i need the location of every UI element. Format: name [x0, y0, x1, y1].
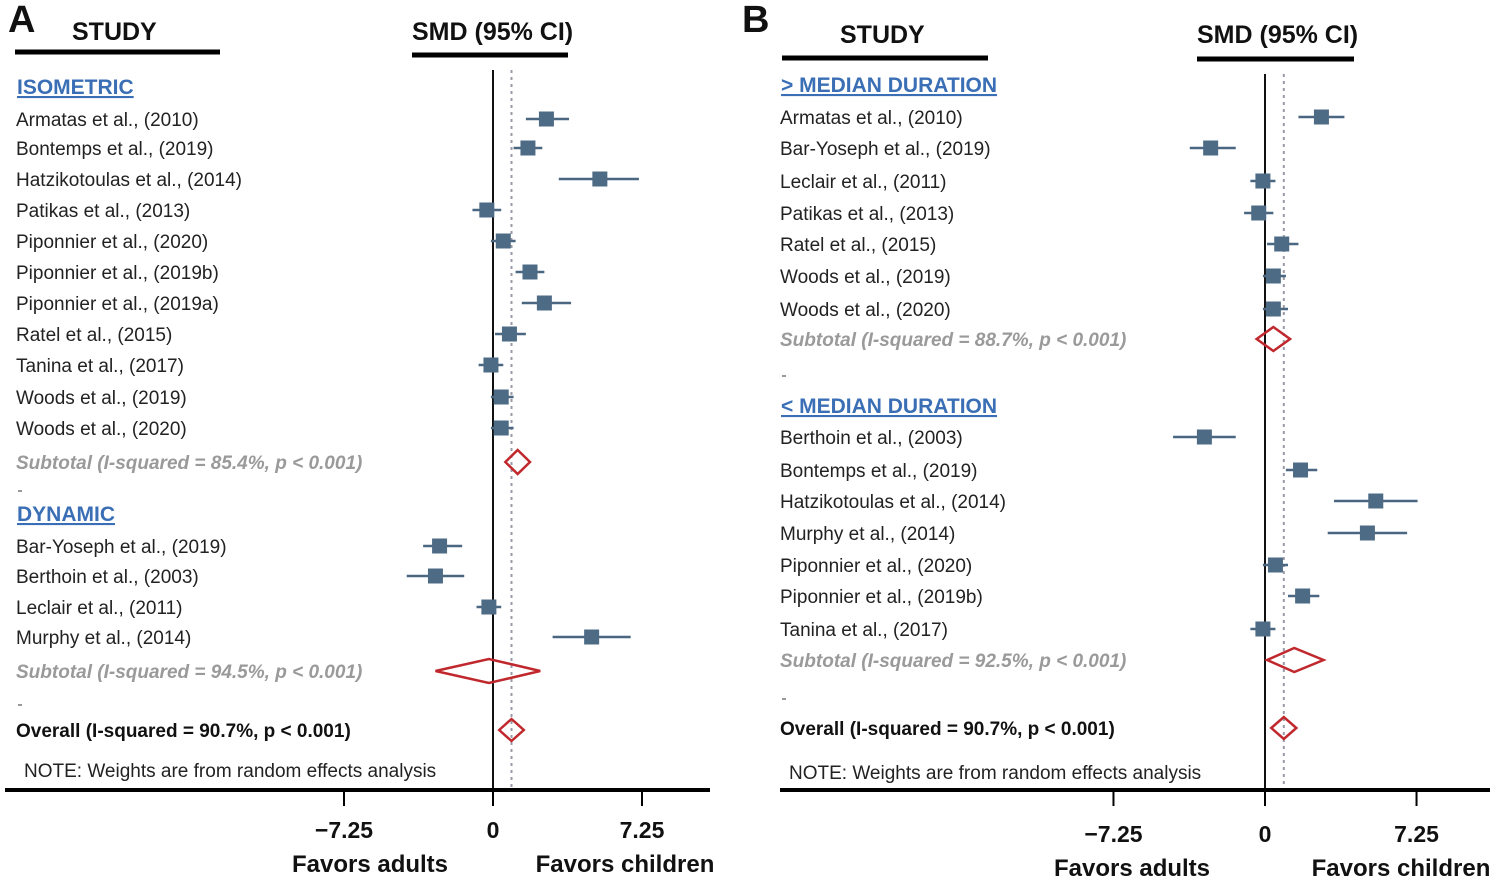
panel-b-x-tick-label: −7.25	[1084, 821, 1142, 847]
panel-b-study-label: Armatas et al., (2010)	[780, 108, 963, 129]
panel-a-study-label: Bontemps et al., (2019)	[16, 139, 214, 160]
panel-b-study-point	[1251, 205, 1267, 221]
panel-a-overall-label: Overall (I-squared = 90.7%, p < 0.001)	[16, 721, 351, 742]
panel-a-group-separator	[18, 704, 22, 706]
panel-b-study-label: Piponnier et al., (2020)	[780, 556, 972, 577]
panel-b-study-point	[1265, 301, 1281, 317]
panel-b-study-point	[1196, 429, 1212, 445]
panel-a-subtotal-diamond	[503, 448, 532, 476]
panel-a-x-tick-label: −7.25	[315, 817, 373, 843]
panel-a-subtotal-label: Subtotal (I-squared = 85.4%, p < 0.001)	[16, 453, 362, 474]
panel-a-study-point	[493, 420, 509, 436]
panel-a-study-label: Murphy et al., (2014)	[16, 628, 191, 649]
panel-b-study-point	[1313, 109, 1329, 125]
panel-a-study-point	[493, 389, 509, 405]
panel-a-study-label: Piponnier et al., (2019b)	[16, 263, 219, 284]
panel-a-overall-diamond	[497, 717, 526, 743]
panel-a-study-point	[536, 295, 552, 311]
panel-a-study-point	[479, 202, 495, 218]
panel-b-study-label: Tanina et al., (2017)	[780, 620, 948, 641]
panel-b-x-tick-label: 7.25	[1394, 821, 1439, 847]
panel-a-study-label: Ratel et al., (2015)	[16, 325, 172, 346]
panel-a-study-point	[501, 326, 517, 342]
panel-a-letter: A	[8, 0, 35, 41]
panel-a-study-label: Patikas et al., (2013)	[16, 201, 190, 222]
panel-b-study-point	[1293, 462, 1309, 478]
panel-a-study-point	[495, 233, 511, 249]
panel-b-group-separator	[782, 375, 786, 377]
panel-b-group-separator	[782, 698, 786, 700]
panel-a-subtotal-diamond	[435, 657, 541, 685]
panel-a-study-point	[522, 264, 538, 280]
panel-a-subtotal-label: Subtotal (I-squared = 94.5%, p < 0.001)	[16, 662, 362, 683]
panel-b-study-label: Patikas et al., (2013)	[780, 204, 954, 225]
panel-a-study-label: Bar-Yoseph et al., (2019)	[16, 537, 227, 558]
panel-b-study-label: Berthoin et al., (2003)	[780, 428, 963, 449]
panel-b-study-label: Murphy et al., (2014)	[780, 524, 955, 545]
panel-b-group-title: < MEDIAN DURATION	[781, 395, 997, 418]
panel-b-note: NOTE: Weights are from random effects an…	[789, 763, 1201, 784]
panel-b-overall-label: Overall (I-squared = 90.7%, p < 0.001)	[780, 719, 1115, 740]
panel-b-study-label: Hatzikotoulas et al., (2014)	[780, 492, 1006, 513]
panel-a-study-point	[584, 629, 600, 645]
panel-a-x-tick-label: 7.25	[620, 817, 665, 843]
panel-a-effect-header: SMD (95% CI)	[412, 18, 573, 46]
panel-a-note: NOTE: Weights are from random effects an…	[24, 761, 436, 782]
panel-a-study-label: Piponnier et al., (2020)	[16, 232, 208, 253]
panel-b-effect-header: SMD (95% CI)	[1197, 21, 1358, 49]
panel-b-study-point	[1265, 268, 1281, 284]
panel-a-study-point	[483, 357, 499, 373]
panel-b-study-label: Ratel et al., (2015)	[780, 235, 936, 256]
panel-a-study-point	[432, 538, 448, 554]
panel-a-group-title: DYNAMIC	[17, 503, 115, 526]
panel-b-favors-right-label: Favors children	[1312, 855, 1491, 882]
panel-a-study-point	[520, 140, 536, 156]
panel-a-x-tick-label: 0	[487, 817, 500, 843]
panel-b-subtotal-diamond	[1254, 325, 1293, 353]
panel-b-subtotal-diamond	[1263, 646, 1327, 674]
panel-a-study-label: Berthoin et al., (2003)	[16, 567, 199, 588]
panel-b-study-point	[1255, 621, 1271, 637]
panel-a-study-label: Leclair et al., (2011)	[16, 598, 183, 619]
panel-b-study-label: Woods et al., (2020)	[780, 300, 951, 321]
panel-b-x-tick-label: 0	[1259, 821, 1272, 847]
panel-b-subtotal-label: Subtotal (I-squared = 92.5%, p < 0.001)	[780, 651, 1126, 672]
panel-a-study-point	[427, 568, 443, 584]
panel-a-study-label: Tanina et al., (2017)	[16, 356, 184, 377]
panel-a-study-point	[592, 171, 608, 187]
panel-a-study-label: Armatas et al., (2010)	[16, 110, 199, 131]
panel-a-study-label: Piponnier et al., (2019a)	[16, 294, 219, 315]
panel-a-study-label: Hatzikotoulas et al., (2014)	[16, 170, 242, 191]
panel-b-study-point	[1267, 557, 1283, 573]
panel-b-overall-diamond	[1269, 715, 1299, 741]
panel-b-study-header: STUDY	[840, 21, 925, 49]
panel-b-study-label: Woods et al., (2019)	[780, 267, 951, 288]
panel-b-subtotal-label: Subtotal (I-squared = 88.7%, p < 0.001)	[780, 330, 1126, 351]
panel-a-study-point	[481, 599, 497, 615]
panel-b-study-point	[1274, 236, 1290, 252]
panel-b-letter: B	[742, 0, 769, 41]
panel-a-favors-right-label: Favors children	[536, 851, 715, 878]
panel-a-favors-left-label: Favors adults	[292, 851, 448, 878]
panel-a-study-label: Woods et al., (2020)	[16, 419, 187, 440]
panel-b-study-label: Piponnier et al., (2019b)	[780, 587, 983, 608]
panel-b-study-label: Bontemps et al., (2019)	[780, 461, 978, 482]
panel-b-study-point	[1203, 140, 1219, 156]
panel-b-study-label: Bar-Yoseph et al., (2019)	[780, 139, 991, 160]
panel-b-study-label: Leclair et al., (2011)	[780, 172, 947, 193]
panel-b-study-point	[1255, 173, 1271, 189]
panel-a-group-title: ISOMETRIC	[17, 76, 134, 99]
panel-a-group-separator	[18, 490, 22, 492]
panel-a-study-header: STUDY	[72, 18, 157, 46]
panel-b-group-title: > MEDIAN DURATION	[781, 74, 997, 97]
panel-b-study-point	[1368, 493, 1384, 509]
panel-b-favors-left-label: Favors adults	[1054, 855, 1210, 882]
panel-b-study-point	[1295, 588, 1311, 604]
panel-b-study-point	[1359, 525, 1375, 541]
panel-a-study-label: Woods et al., (2019)	[16, 388, 187, 409]
panel-a-study-point	[538, 111, 554, 127]
